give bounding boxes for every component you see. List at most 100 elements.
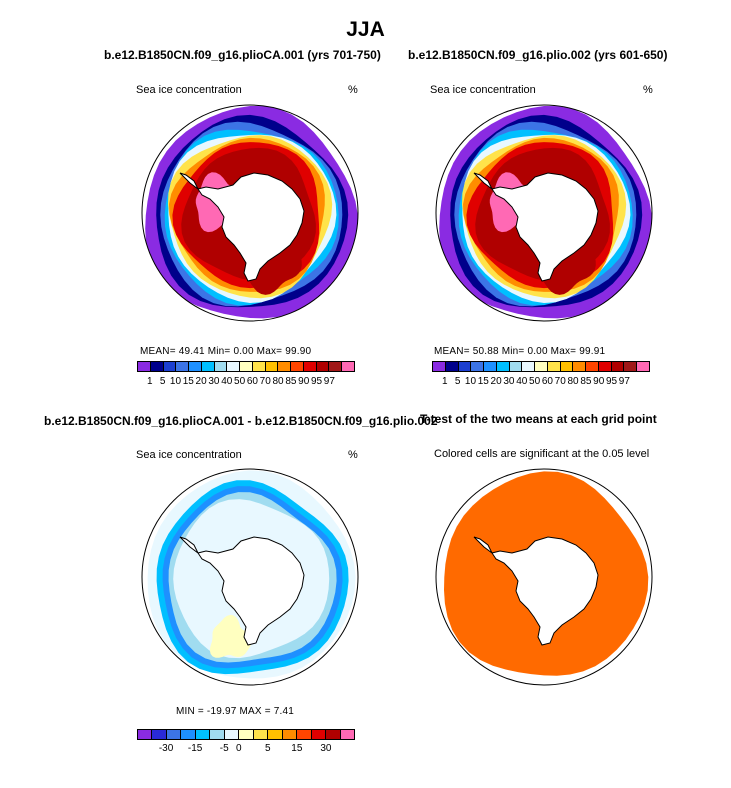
colorbar-swatch xyxy=(150,362,164,371)
colorbar-tick-label: 50 xyxy=(234,376,246,387)
colorbar-swatch xyxy=(496,362,510,371)
variable-label-bottom-left: Sea ice concentration xyxy=(136,449,242,461)
colorbar-swatch xyxy=(326,730,341,739)
map-border xyxy=(141,468,359,686)
colorbar-swatch xyxy=(624,362,638,371)
colorbar-swatch xyxy=(252,362,266,371)
colorbar-ticks-top-right: 1 5 10 15 20 30 40 50 60 70 80 85 90 95 97 xyxy=(432,376,650,388)
units-label-top-left: % xyxy=(348,84,358,96)
colorbar-swatch xyxy=(297,730,312,739)
colorbar-tick-label: 20 xyxy=(490,376,502,387)
colorbar-tick-label: 95 xyxy=(310,376,323,387)
colorbar-tick-label: 90 xyxy=(298,376,310,387)
colorbar-swatch xyxy=(265,362,279,371)
colorbar-tick-label: 20 xyxy=(195,376,207,387)
colorbar-swatch xyxy=(598,362,612,371)
colorbar-swatch xyxy=(189,362,202,371)
colorbar-swatch xyxy=(509,362,523,371)
stats-top-right: MEAN= 50.88 Min= 0.00 Max= 99.91 xyxy=(434,346,606,357)
colorbar-swatch xyxy=(240,362,253,371)
colorbar-tick-label: 40 xyxy=(516,376,528,387)
colorbar-swatch xyxy=(311,730,327,739)
colorbar-tick-label: 80 xyxy=(567,376,579,387)
colorbar-swatch xyxy=(201,362,215,371)
colorbar-bottom-left xyxy=(137,729,355,740)
antarctica xyxy=(491,536,599,646)
colorbar-swatch xyxy=(210,730,225,739)
colorbar-swatch xyxy=(195,730,211,739)
colorbar-swatch xyxy=(227,362,241,371)
colorbar-swatch xyxy=(138,362,151,371)
colorbar-tick-label: 5 xyxy=(265,743,271,754)
panel-title-bottom-left: b.e12.B1850CN.f09_g16.plioCA.001 - b.e12… xyxy=(44,414,438,428)
colorbar-tick-label: -5 xyxy=(219,743,229,754)
map-border xyxy=(435,468,653,686)
colorbar-tick-label: 10 xyxy=(169,376,182,387)
colorbar-tick-label: -15 xyxy=(187,743,203,754)
peninsula xyxy=(473,172,493,190)
panel-title-top-left: b.e12.B1850CN.f09_g16.plioCA.001 (yrs 70… xyxy=(104,48,381,62)
variable-label-top-right: Sea ice concentration xyxy=(430,84,536,96)
colorbar-tick-label: 95 xyxy=(605,376,618,387)
colorbar-tick-label: 85 xyxy=(285,376,297,387)
figure-title: JJA xyxy=(346,18,385,41)
ttest-map-bottom-right xyxy=(435,468,653,686)
diff-map-bottom-left xyxy=(141,468,359,686)
stats-bottom-left: MIN = -19.97 MAX = 7.41 xyxy=(176,706,294,717)
colorbar-swatch xyxy=(573,362,587,371)
colorbar-swatch xyxy=(166,730,182,739)
peninsula xyxy=(473,536,493,554)
sic-map-top-left xyxy=(141,104,359,322)
peninsula xyxy=(179,536,199,554)
colorbar-swatch xyxy=(224,730,240,739)
colorbar-tick-label: 50 xyxy=(529,376,541,387)
colorbar-swatch xyxy=(181,730,196,739)
map-layers xyxy=(436,469,652,685)
colorbar-tick-label: 10 xyxy=(464,376,477,387)
map-layers xyxy=(436,105,652,321)
colorbar-tick-label: 97 xyxy=(323,376,335,387)
colorbar-swatch xyxy=(163,362,177,371)
colorbar-tick-label: 90 xyxy=(593,376,605,387)
colorbar-swatch xyxy=(611,362,625,371)
panel-title-bottom-right: T-test of the two means at each grid poi… xyxy=(420,412,657,426)
colorbar-tick-label: 70 xyxy=(554,376,566,387)
colorbar-swatch xyxy=(560,362,574,371)
colorbar-swatch xyxy=(342,362,355,371)
colorbar-swatch xyxy=(239,730,254,739)
colorbar-tick-label: 97 xyxy=(618,376,630,387)
colorbar-tick-label: 80 xyxy=(272,376,284,387)
colorbar-tick-label: 70 xyxy=(259,376,271,387)
colorbar-swatch xyxy=(535,362,548,371)
colorbar-swatch xyxy=(316,362,330,371)
colorbar-tick-label: 15 xyxy=(477,376,489,387)
colorbar-tick-label: 60 xyxy=(541,376,553,387)
colorbar-swatch xyxy=(329,362,343,371)
colorbar-swatch xyxy=(433,362,446,371)
colorbar-tick-label: 30 xyxy=(503,376,515,387)
colorbar-swatch xyxy=(152,730,167,739)
colorbar-swatch xyxy=(291,362,304,371)
colorbar-swatch xyxy=(282,730,298,739)
colorbar-ticks-bottom-left: -30 -15 -5 0 5 15 30 xyxy=(137,743,355,755)
colorbar-swatch xyxy=(471,362,485,371)
colorbar-swatch xyxy=(340,730,355,739)
colorbar-swatch xyxy=(303,362,317,371)
map-border xyxy=(141,104,359,322)
units-label-top-right: % xyxy=(643,84,653,96)
colorbar-swatch xyxy=(522,362,536,371)
colorbar-tick-label: 1 xyxy=(147,376,153,387)
colorbar-tick-label: 1 xyxy=(442,376,448,387)
colorbar-top-left xyxy=(137,361,355,372)
colorbar-tick-label: 85 xyxy=(580,376,592,387)
colorbar-swatch xyxy=(214,362,228,371)
peninsula xyxy=(179,172,199,190)
colorbar-top-right xyxy=(432,361,650,372)
stats-top-left: MEAN= 49.41 Min= 0.00 Max= 99.90 xyxy=(140,346,312,357)
map-border xyxy=(435,104,653,322)
colorbar-tick-label: 5 xyxy=(454,376,461,387)
colorbar-tick-label: 15 xyxy=(291,743,303,754)
panel-title-top-right: b.e12.B1850CN.f09_g16.plio.002 (yrs 601-… xyxy=(408,48,668,62)
colorbar-tick-label: -30 xyxy=(158,743,174,754)
colorbar-tick-label: 5 xyxy=(159,376,166,387)
